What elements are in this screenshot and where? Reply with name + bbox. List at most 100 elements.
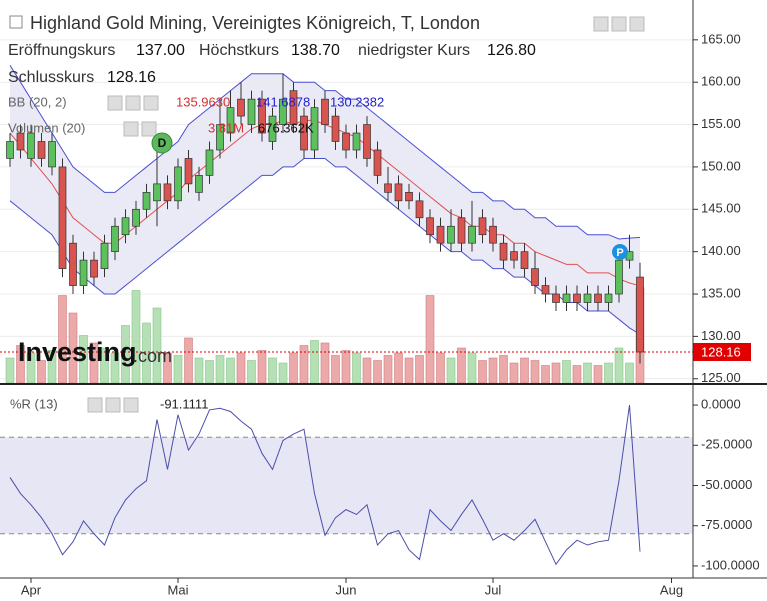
y-tick-label: -25.0000 — [701, 437, 752, 452]
candle-body — [279, 98, 287, 125]
event-marker-label: P — [616, 247, 623, 259]
candle-body — [226, 107, 235, 134]
chart-title: Highland Gold Mining, Vereinigtes Königr… — [30, 13, 480, 33]
volume-bar — [604, 362, 613, 384]
candle-body — [48, 141, 56, 168]
candle-body — [405, 191, 413, 202]
volume-bar — [173, 355, 183, 384]
candle-body — [79, 259, 88, 286]
candle-body — [258, 98, 266, 134]
candle-body — [499, 242, 508, 261]
volume-bar — [499, 355, 508, 384]
volume-bar — [310, 340, 319, 384]
volume-bar — [268, 357, 277, 384]
candle-body — [153, 183, 161, 202]
volume-bar — [341, 350, 351, 384]
volume-bar — [467, 352, 477, 384]
icon[interactable] — [107, 95, 123, 111]
volume-bar — [572, 365, 582, 384]
last-price-tag — [693, 342, 751, 361]
candle-body — [111, 225, 119, 253]
icon[interactable] — [143, 95, 159, 111]
bb-legend-value: 130.2382 — [330, 94, 384, 109]
toolbar-icons — [87, 16, 645, 413]
logo: Investing — [18, 337, 137, 367]
volume-legend: Volumen (20) — [8, 120, 85, 135]
candle-body — [58, 166, 67, 269]
bb-upper — [9, 64, 641, 240]
candle-body — [174, 166, 182, 202]
candle-body — [268, 115, 277, 142]
y-tick-label: -75.0000 — [701, 517, 752, 532]
volume-bar — [247, 360, 256, 384]
volume-bar — [415, 355, 424, 384]
candle-body — [142, 191, 151, 210]
candle-body — [205, 149, 214, 176]
candle-body — [342, 132, 350, 151]
volume-bar — [205, 360, 214, 384]
volume-bar — [331, 355, 340, 384]
candle-body — [583, 293, 592, 303]
dividend-marker-label: D — [158, 136, 167, 150]
volume-bar — [446, 357, 456, 384]
candle-body — [510, 251, 518, 261]
icon[interactable] — [123, 397, 139, 413]
collapse-icon[interactable] — [9, 15, 23, 29]
icon[interactable] — [87, 397, 103, 413]
volume-bar — [625, 362, 634, 384]
volume-bar — [194, 357, 204, 384]
info-value: 128.16 — [107, 69, 156, 86]
volume-bar — [520, 357, 529, 384]
volume-bar — [299, 345, 309, 384]
info-value: 137.00 — [136, 42, 185, 59]
candle-body — [541, 285, 550, 295]
candle-body — [69, 242, 77, 286]
candle-body — [352, 132, 361, 151]
candle-body — [184, 158, 193, 185]
volume-bar — [541, 365, 550, 384]
icon[interactable] — [123, 121, 139, 137]
candle-body — [216, 124, 224, 151]
candle-body — [163, 183, 172, 202]
dividend-marker[interactable] — [151, 132, 173, 154]
wr-legend: %R (13) — [10, 396, 58, 411]
wr-legend-value: -91.1111 — [160, 396, 208, 411]
icon[interactable] — [125, 95, 141, 111]
y-tick-label: 125.00 — [701, 370, 741, 385]
candle-body — [489, 225, 497, 244]
candle-body — [604, 293, 613, 303]
candle-body — [436, 225, 445, 244]
candle-body — [100, 242, 109, 269]
candle-body — [237, 98, 245, 117]
candle-body — [6, 141, 14, 159]
candle-body — [594, 293, 602, 303]
volume-bar — [352, 352, 361, 384]
info-label: Eröffnungskurs — [8, 42, 115, 59]
y-tick-label: 0.0000 — [701, 397, 741, 412]
candle-body — [531, 268, 539, 286]
candle-body — [121, 217, 130, 236]
icon[interactable] — [629, 16, 645, 32]
last-price-label: 128.16 — [701, 344, 741, 359]
y-tick-label: 150.00 — [701, 158, 741, 173]
y-tick-label: 130.00 — [701, 328, 741, 343]
icon[interactable] — [593, 16, 609, 32]
icon[interactable] — [611, 16, 627, 32]
y-tick-label: 160.00 — [701, 74, 741, 89]
candle-body — [552, 293, 560, 303]
event-marker[interactable] — [612, 244, 628, 260]
volume-bar — [583, 362, 592, 384]
candle-body — [321, 98, 329, 125]
volume-bar — [436, 352, 445, 384]
icon[interactable] — [141, 121, 157, 137]
volume-bar — [562, 360, 571, 384]
wr-line — [9, 404, 641, 566]
icon[interactable] — [105, 397, 121, 413]
candle-body — [310, 107, 319, 151]
volume-bar — [488, 357, 498, 384]
volume-bar — [457, 347, 466, 384]
volume-bar — [362, 357, 372, 384]
logo-suffix: .com — [133, 346, 172, 366]
x-tick-label: Jun — [336, 582, 357, 597]
